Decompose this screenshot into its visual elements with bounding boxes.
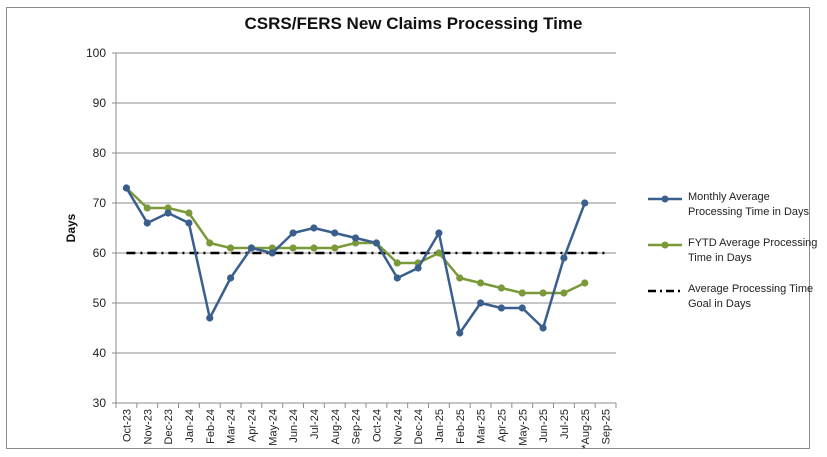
- y-tick-label: 40: [93, 346, 107, 360]
- data-point-fytd: [185, 209, 193, 217]
- data-point-fytd: [393, 259, 401, 267]
- data-point-monthly: [581, 199, 589, 207]
- data-point-monthly: [268, 249, 276, 257]
- x-tick-label: Jan-25: [434, 409, 446, 443]
- x-tick-label: Apr-24: [246, 409, 258, 442]
- y-tick-label: 100: [86, 46, 106, 60]
- x-tick-label: Jan-24: [184, 409, 196, 443]
- x-tick-label: Dec-23: [163, 409, 175, 444]
- x-tick-label: *Aug-25: [580, 409, 592, 449]
- data-point-monthly: [414, 264, 422, 272]
- data-point-monthly: [226, 274, 235, 282]
- x-tick-label: Feb-25: [455, 409, 467, 444]
- legend-label-monthly: Monthly Average Processing Time in Days: [688, 191, 810, 218]
- legend-swatch-goal: [648, 289, 682, 293]
- series-line-monthly: [125, 187, 586, 335]
- x-tick-label: Nov-23: [142, 409, 154, 444]
- data-point-monthly: [497, 304, 506, 312]
- data-point-fytd: [310, 244, 318, 252]
- chart-frame: [6, 7, 810, 449]
- data-point-fytd: [226, 244, 235, 252]
- data-point-monthly: [456, 329, 464, 337]
- data-point-fytd: [476, 279, 485, 287]
- y-tick-label: 80: [93, 146, 107, 160]
- y-tick-label: 70: [93, 196, 107, 210]
- y-tick-label: 60: [93, 246, 107, 260]
- legend-label-goal: Average Processing Time Goal in Days: [688, 283, 814, 310]
- x-tick-label: Sep-24: [351, 409, 363, 444]
- data-point-monthly: [310, 224, 318, 232]
- data-point-fytd: [351, 239, 360, 247]
- data-point-monthly: [185, 219, 193, 227]
- data-point-monthly: [539, 324, 547, 332]
- x-tick-label: Jun-24: [288, 409, 300, 443]
- x-tick-label: Feb-24: [205, 409, 217, 444]
- legend: Monthly Average Processing Time in Days …: [648, 190, 823, 328]
- data-point-monthly: [372, 239, 381, 247]
- x-tick-label: Jul-25: [559, 409, 571, 439]
- x-tick-label: Nov-24: [392, 409, 404, 444]
- data-point-fytd: [456, 274, 464, 282]
- x-tick-label: Aug-24: [330, 409, 342, 444]
- data-point-monthly: [435, 229, 443, 237]
- data-point-monthly: [393, 274, 401, 282]
- x-tick-label: May-24: [267, 409, 279, 446]
- data-point-monthly: [247, 244, 256, 252]
- y-tick-label: 90: [93, 96, 107, 110]
- x-tick-label: Jun-25: [538, 409, 550, 443]
- data-point-fytd: [164, 204, 172, 212]
- data-point-fytd: [289, 244, 297, 252]
- data-point-monthly: [331, 229, 339, 237]
- y-tick-label: 50: [93, 296, 107, 310]
- data-point-monthly: [289, 229, 297, 237]
- x-tick-label: Apr-25: [496, 409, 508, 442]
- x-tick-label: May-25: [517, 409, 529, 446]
- y-axis-label: Days: [64, 213, 78, 242]
- chart-title: CSRS/FERS New Claims Processing Time: [244, 14, 583, 33]
- data-point-monthly: [206, 314, 214, 322]
- x-tick-label: Sep-25: [601, 409, 613, 444]
- data-point-fytd: [143, 204, 151, 212]
- legend-item-goal: Average Processing Time Goal in Days: [648, 282, 823, 328]
- data-point-monthly: [560, 254, 568, 262]
- data-point-fytd: [497, 284, 506, 292]
- legend-swatch-monthly: [648, 195, 682, 203]
- data-point-fytd: [560, 289, 568, 297]
- x-tick-label: Mar-24: [226, 409, 238, 444]
- data-point-fytd: [435, 249, 443, 257]
- data-point-fytd: [518, 289, 526, 297]
- x-tick-label: Oct-23: [121, 409, 133, 442]
- legend-item-fytd: FYTD Average Processing Time in Days: [648, 236, 823, 282]
- data-point-monthly: [143, 219, 151, 227]
- data-point-monthly: [122, 184, 131, 192]
- data-point-fytd: [581, 279, 589, 287]
- legend-item-monthly: Monthly Average Processing Time in Days: [648, 190, 823, 236]
- x-tick-label: Oct-24: [371, 409, 383, 442]
- x-tick-label: Mar-25: [476, 409, 488, 444]
- data-point-monthly: [518, 304, 526, 312]
- y-tick-label: 30: [93, 396, 107, 410]
- data-point-fytd: [539, 289, 547, 297]
- x-tick-label: Dec-24: [413, 409, 425, 444]
- data-point-monthly: [164, 209, 172, 217]
- data-point-monthly: [476, 299, 485, 307]
- data-point-fytd: [206, 239, 214, 247]
- data-point-fytd: [331, 244, 339, 252]
- legend-label-fytd: FYTD Average Processing Time in Days: [688, 237, 818, 264]
- legend-swatch-fytd: [648, 241, 682, 249]
- x-tick-label: Jul-24: [309, 409, 321, 439]
- data-point-monthly: [351, 234, 360, 242]
